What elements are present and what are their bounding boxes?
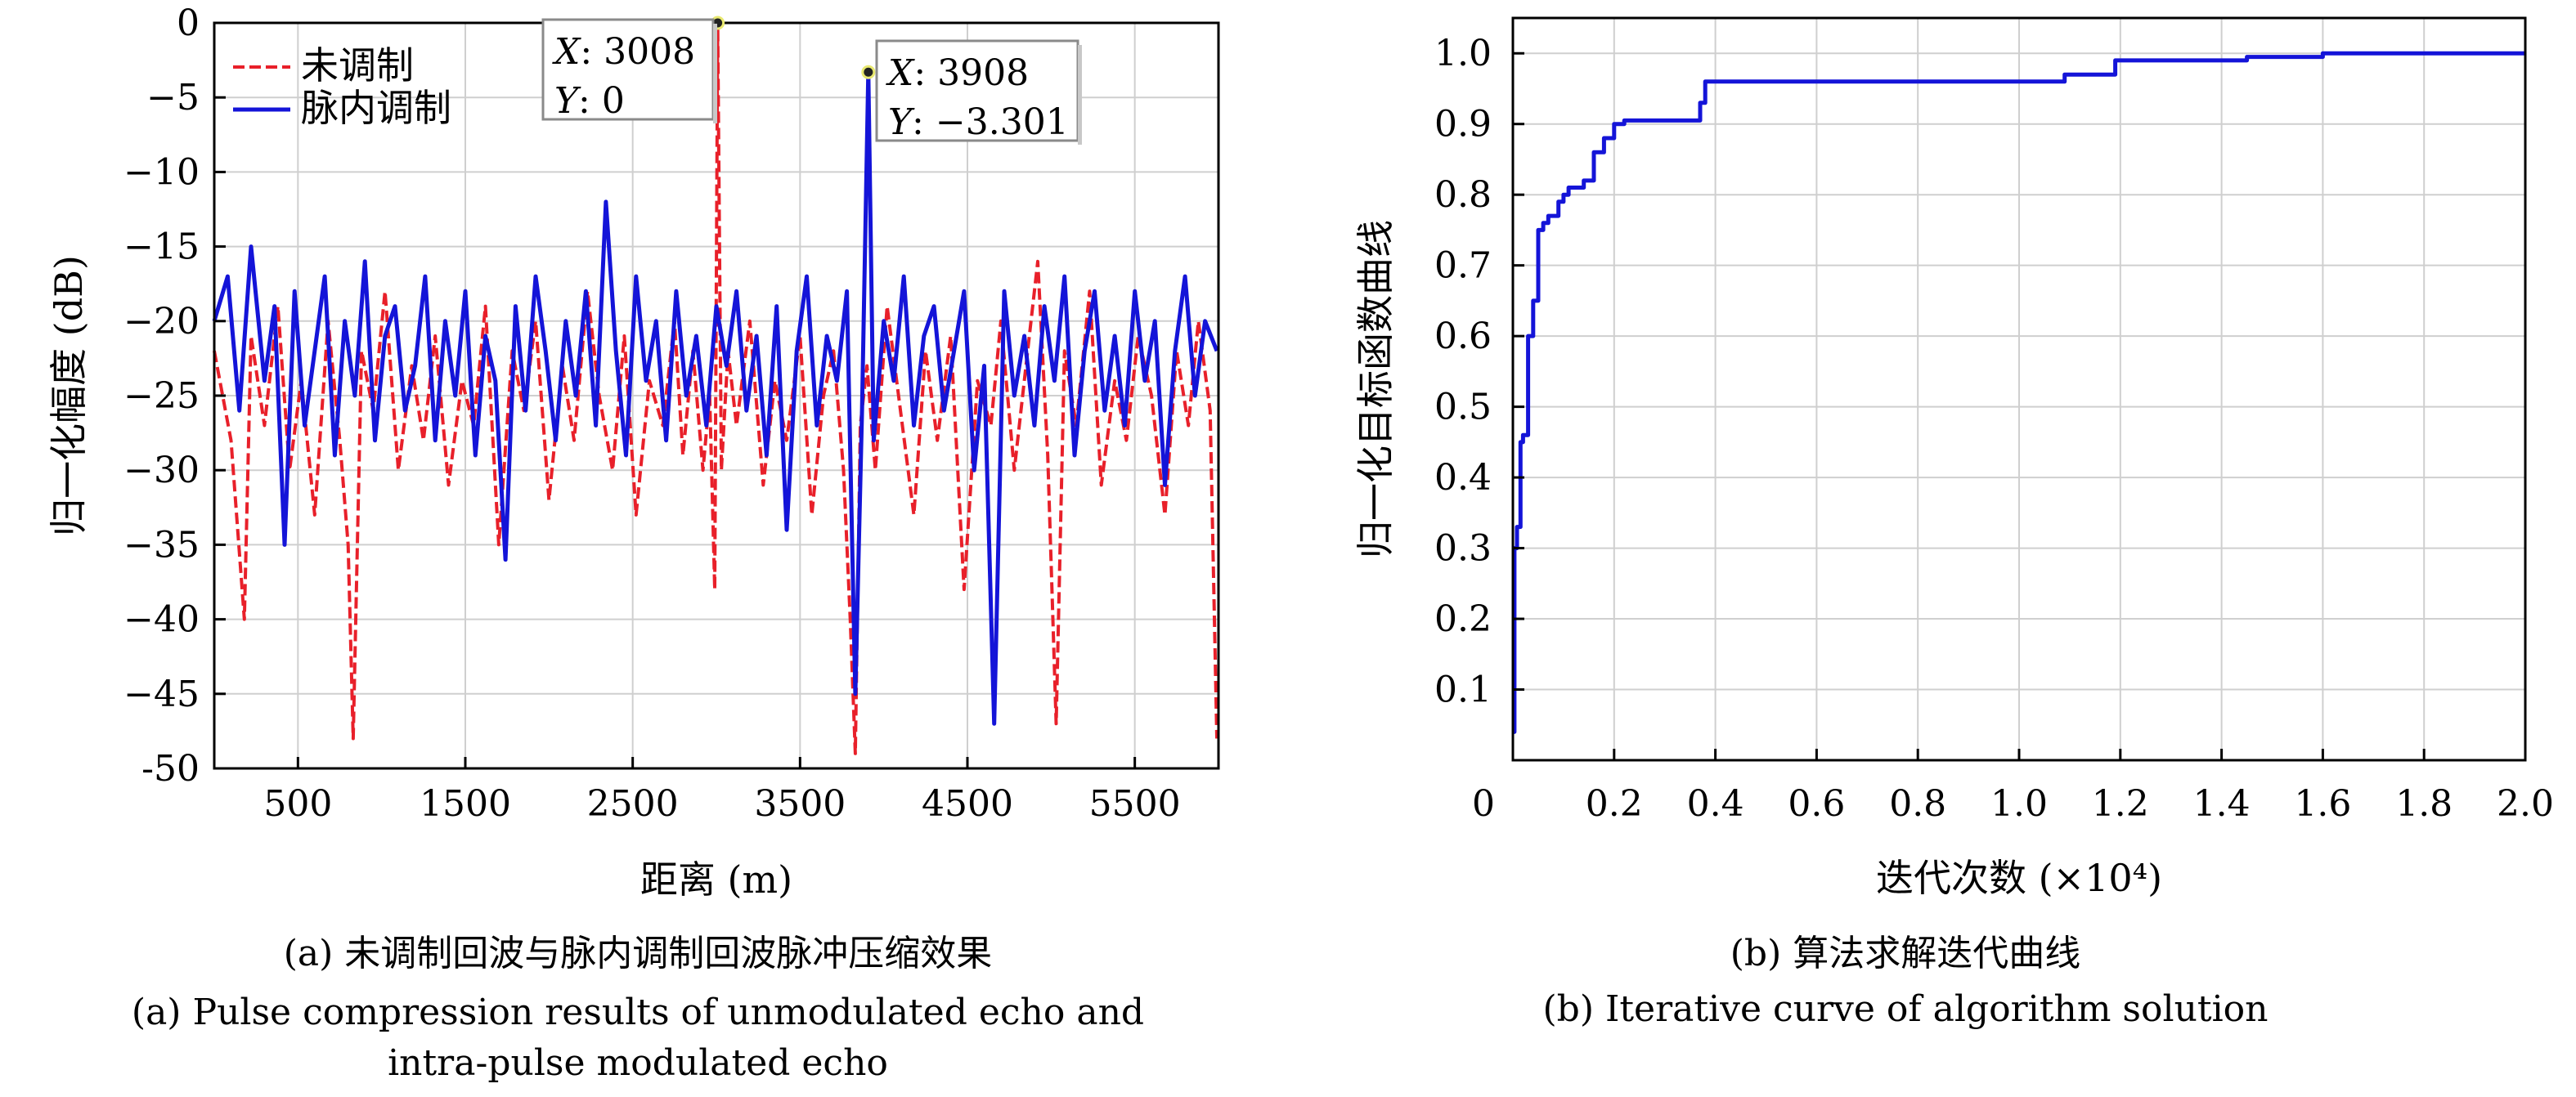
series-line-intra-pulse xyxy=(212,69,1219,726)
legend-label-intra-pulse: 脉内调制 xyxy=(301,86,451,130)
x-tick-label-b-10: 2.0 xyxy=(2497,783,2554,825)
x-tick-label-b-2: 0.4 xyxy=(1687,783,1744,825)
series-line-unmodulated xyxy=(213,21,1218,755)
x-tick-label-b-4: 0.8 xyxy=(1889,783,1946,825)
datatip-y-peak-1: Y: 0 xyxy=(554,80,625,122)
y-tick-label-b-6: 0.7 xyxy=(1434,245,1492,287)
y-tick-label-b-8: 0.9 xyxy=(1434,104,1492,146)
x-tick-label-a-0: 500 xyxy=(263,783,332,825)
y-tick-label-a-5: −25 xyxy=(123,375,200,417)
y-axis-label-a: 归一化幅度 (dB) xyxy=(47,255,91,536)
y-tick-label-b-0: 0.1 xyxy=(1434,669,1492,711)
legend-label-unmodulated: 未调制 xyxy=(301,43,414,87)
y-tick-label-a-6: −30 xyxy=(123,450,200,491)
y-tick-label-a-10: -50 xyxy=(141,748,200,790)
x-tick-label-b-9: 1.8 xyxy=(2395,783,2453,825)
y-tick-label-a-3: −15 xyxy=(123,226,200,268)
datatip-box-peak-1 xyxy=(541,18,715,121)
chart-b: 0 0.2 0.4 0.6 0.8 1.0 1.2 1.4 1.6 1.8 2.0 0.1 0.2 0.3… xyxy=(1353,16,2554,900)
datatip-x-peak-1: X: 3008 xyxy=(552,31,695,73)
datatip-y-peak-2: Y: −3.301 xyxy=(888,101,1069,143)
caption-b-en: (b) Iterative curve of algorithm solutio… xyxy=(1542,988,2269,1030)
y-tick-label-b-2: 0.3 xyxy=(1434,528,1492,570)
x-axis-label-b: 迭代次数 (×10⁴) xyxy=(1876,856,2162,900)
x-tick-label-a-3: 3500 xyxy=(754,783,846,825)
y-tick-label-b-9: 1.0 xyxy=(1434,33,1492,74)
y-tick-label-a-9: −45 xyxy=(123,674,200,715)
x-tick-label-a-4: 4500 xyxy=(922,783,1013,825)
x-tick-label-a-5: 5500 xyxy=(1089,783,1181,825)
y-tick-label-a-2: −10 xyxy=(123,151,200,193)
datatip-shadow-peak-2 xyxy=(1078,45,1082,145)
caption-a-zh: (a) 未调制回波与脉内调制回波脉冲压缩效果 xyxy=(283,933,993,974)
x-tick-label-b-6: 1.2 xyxy=(2092,783,2149,825)
x-tick-label-b-5: 1.0 xyxy=(1990,783,2048,825)
y-tick-label-a-8: −40 xyxy=(123,599,200,641)
datatip-box-peak-2 xyxy=(875,39,1079,142)
y-tick-label-b-4: 0.5 xyxy=(1434,387,1492,428)
x-tick-label-a-1: 1500 xyxy=(420,783,511,825)
datatip-marker-peak-2 xyxy=(861,65,876,79)
datatip-shadow-peak-1 xyxy=(713,24,717,123)
y-tick-label-a-1: −5 xyxy=(146,77,200,119)
series-line-objective xyxy=(1512,51,2525,734)
x-axis-label-a: 距离 (m) xyxy=(640,857,792,902)
y-tick-label-b-1: 0.2 xyxy=(1434,598,1492,640)
x-tick-label-a-2: 2500 xyxy=(587,783,679,825)
x-tick-label-b-1: 0.2 xyxy=(1586,783,1643,825)
x-tick-label-b-7: 1.4 xyxy=(2193,783,2251,825)
y-tick-label-b-7: 0.8 xyxy=(1434,174,1492,216)
y-tick-label-a-0: 0 xyxy=(177,2,200,44)
chart-a: 500 1500 2500 3500 4500 5500 0 −5 −10 −15 −20 −25 −3… xyxy=(47,2,1220,902)
x-tick-label-b-8: 1.6 xyxy=(2294,783,2351,825)
datatip-x-peak-2: X: 3908 xyxy=(886,52,1029,94)
x-tick-label-b-0: 0 xyxy=(1472,783,1495,825)
y-tick-label-b-3: 0.4 xyxy=(1434,457,1492,499)
caption-b-zh: (b) 算法求解迭代曲线 xyxy=(1730,933,2081,974)
caption-a-en-2: intra-pulse modulated echo xyxy=(388,1042,888,1084)
y-tick-label-a-4: −20 xyxy=(123,301,200,343)
y-tick-label-b-5: 0.6 xyxy=(1434,316,1492,357)
y-axis-label-b: 归一化目标函数曲线 xyxy=(1353,220,1398,558)
caption-a-en-1: (a) Pulse compression results of unmodul… xyxy=(131,992,1145,1033)
x-tick-label-b-3: 0.6 xyxy=(1788,783,1845,825)
y-tick-label-a-7: −35 xyxy=(123,524,200,566)
